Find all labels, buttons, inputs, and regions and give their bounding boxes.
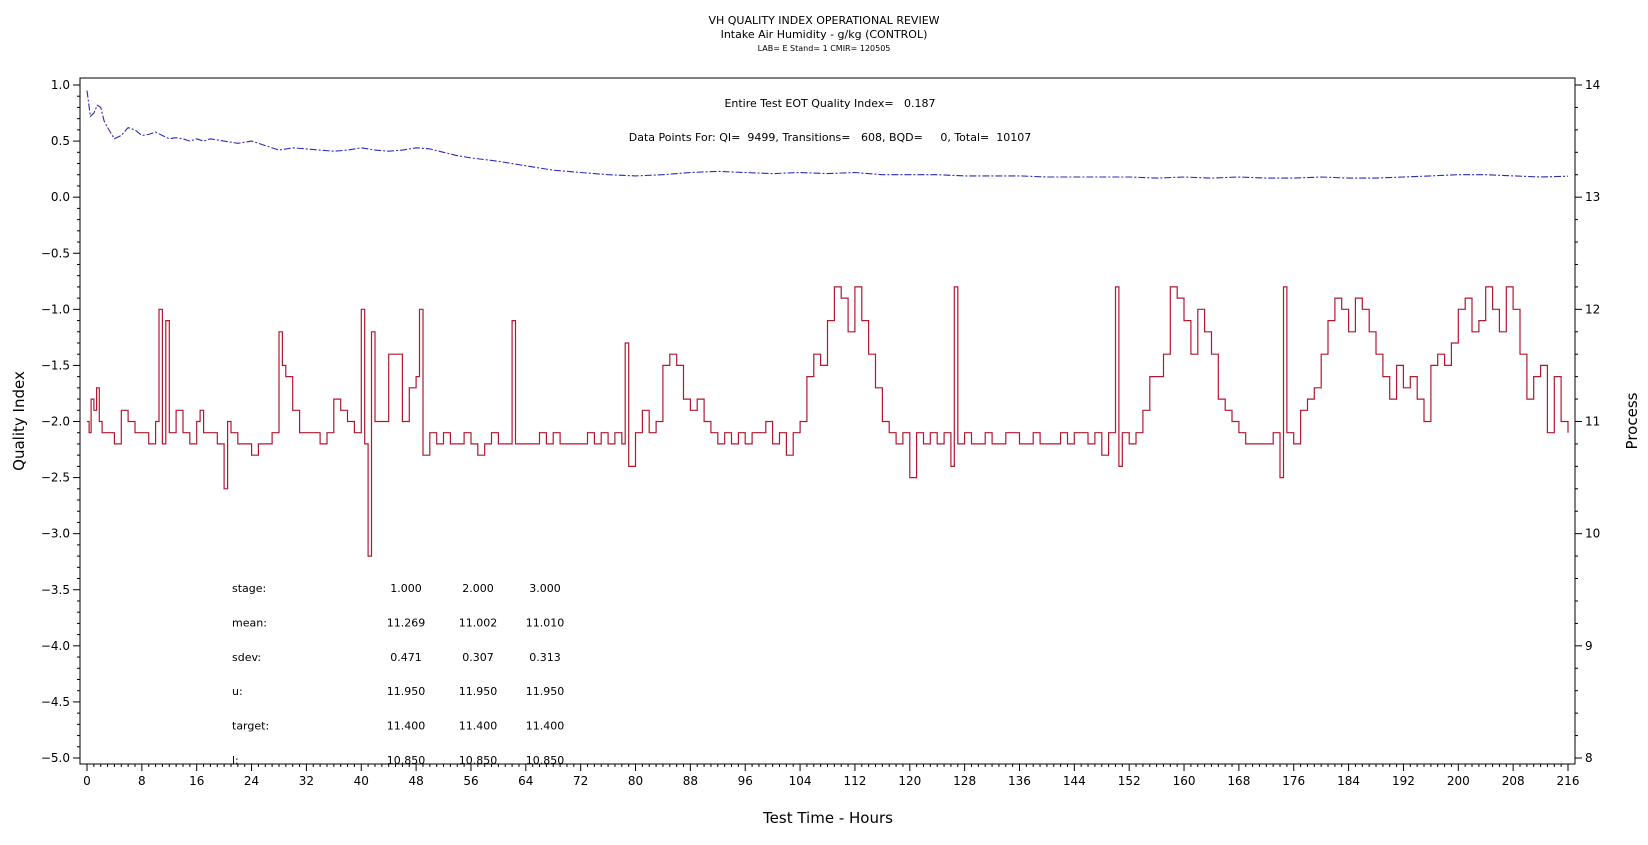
stats-cell: 11.002 (459, 616, 498, 629)
x-axis-title: Test Time - Hours (762, 809, 893, 827)
y-tick-label: 0.5 (51, 134, 70, 148)
x-tick-label: 208 (1502, 774, 1525, 788)
y2-tick-label: 9 (1585, 639, 1593, 653)
y2-tick-label: 13 (1585, 190, 1600, 204)
y-tick-label: −4.0 (41, 639, 70, 653)
y-tick-label: −2.5 (41, 471, 70, 485)
stats-row-label: stage: (232, 582, 266, 595)
stats-cell: 11.269 (387, 616, 426, 629)
y-tick-label: −1.0 (41, 302, 70, 316)
stats-row-label: sdev: (232, 651, 261, 664)
x-axis: 0 8 16 24 32 40 48 56 64 72 80 88 96 104 112 120 128 136 1… (83, 764, 1579, 788)
y-axis-title: Quality Index (10, 371, 28, 471)
y-tick-label: −5.0 (41, 751, 70, 765)
x-tick-label: 8 (138, 774, 146, 788)
y2-tick-label: 12 (1585, 302, 1600, 316)
eot-quality-index-annotation: Entire Test EOT Quality Index= 0.187 (724, 97, 935, 110)
stats-cell: 11.400 (387, 720, 426, 733)
stats-row-label: target: (232, 720, 269, 733)
stats-cell: 0.471 (390, 651, 422, 664)
stats-cell: 11.950 (387, 685, 426, 698)
x-tick-label: 144 (1063, 774, 1086, 788)
y2-tick-label: 10 (1585, 527, 1600, 541)
x-tick-label: 32 (299, 774, 314, 788)
stats-cell: 11.010 (526, 616, 565, 629)
plot-frame (79, 77, 1576, 765)
stats-row-label: l: (232, 754, 239, 767)
x-tick-label: 80 (628, 774, 643, 788)
y-tick-label: −2.0 (41, 415, 70, 429)
x-tick-label: 152 (1118, 774, 1141, 788)
stats-cell: 11.950 (459, 685, 498, 698)
stats-cell: 11.400 (526, 720, 565, 733)
stats-cell: 2.000 (462, 582, 494, 595)
x-tick-label: 56 (463, 774, 478, 788)
y-tick-label: −3.5 (41, 583, 70, 597)
x-tick-label: 72 (573, 774, 588, 788)
x-tick-label: 200 (1447, 774, 1470, 788)
stats-cell: 10.850 (387, 754, 426, 767)
x-tick-label: 24 (244, 774, 259, 788)
chart-subtitle: Intake Air Humidity - g/kg (CONTROL) (721, 28, 928, 41)
y2-tick-label: 8 (1585, 751, 1593, 765)
series-layer (86, 90, 1569, 557)
x-tick-label: 48 (408, 774, 423, 788)
chart-title: VH QUALITY INDEX OPERATIONAL REVIEW (708, 14, 939, 27)
right-axis: 14 13 12 11 10 9 8 (1575, 78, 1600, 765)
x-tick-label: 88 (683, 774, 698, 788)
stats-cell: 3.000 (529, 582, 561, 595)
left-axis: 1.0 0.5 0.0 −0.5 −1.0 −1.5 −2.0 −2.5 −3.0 −3.5 −4.… (41, 78, 80, 765)
stats-cell: 10.850 (459, 754, 498, 767)
stats-cell: 11.400 (459, 720, 498, 733)
x-tick-label: 216 (1557, 774, 1580, 788)
x-tick-label: 160 (1173, 774, 1196, 788)
stats-table: stage: 1.000 2.000 3.000 mean: 11.269 11.002 11… (232, 582, 564, 767)
x-tick-label: 96 (738, 774, 753, 788)
x-tick-label: 168 (1227, 774, 1250, 788)
x-tick-label: 120 (898, 774, 921, 788)
y-tick-label: −1.5 (41, 358, 70, 372)
stats-cell: 11.950 (526, 685, 565, 698)
stats-cell: 0.307 (462, 651, 494, 664)
stats-cell: 10.850 (526, 754, 565, 767)
y2-tick-label: 14 (1585, 78, 1600, 92)
x-tick-label: 128 (953, 774, 976, 788)
y-tick-label: 1.0 (51, 78, 70, 92)
stats-row-label: u: (232, 685, 243, 698)
x-tick-label: 104 (789, 774, 812, 788)
y-tick-label: −3.0 (41, 527, 70, 541)
x-tick-label: 40 (354, 774, 369, 788)
x-tick-label: 64 (518, 774, 533, 788)
x-tick-label: 184 (1337, 774, 1360, 788)
x-tick-label: 16 (189, 774, 204, 788)
data-points-annotation: Data Points For: QI= 9499, Transitions= … (629, 131, 1031, 144)
y2-axis-title: Process (1623, 392, 1641, 449)
chart-subtitle-lab: LAB= E Stand= 1 CMIR= 120505 (758, 44, 891, 53)
x-tick-label: 112 (843, 774, 866, 788)
x-tick-label: 0 (83, 774, 91, 788)
stats-cell: 0.313 (529, 651, 561, 664)
y-tick-label: 0.0 (51, 190, 70, 204)
stats-row-label: mean: (232, 616, 267, 629)
x-tick-label: 176 (1282, 774, 1305, 788)
stats-cell: 1.000 (390, 582, 422, 595)
x-tick-label: 192 (1392, 774, 1415, 788)
y-tick-label: −4.5 (41, 695, 70, 709)
process-series-line (87, 286, 1569, 557)
y-tick-label: −0.5 (41, 246, 70, 260)
y2-tick-label: 11 (1585, 415, 1600, 429)
x-tick-label: 136 (1008, 774, 1031, 788)
